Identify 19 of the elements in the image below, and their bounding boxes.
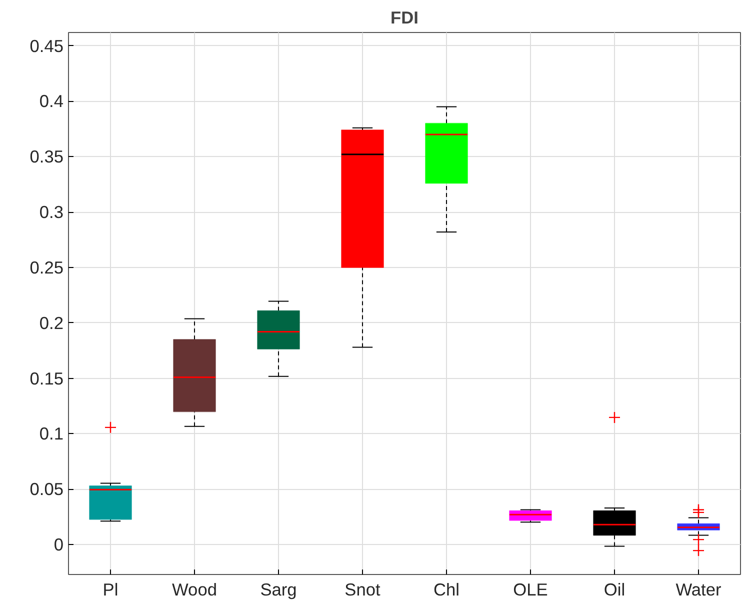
x-tick-label: Snot — [344, 580, 381, 600]
x-tick-label: Pl — [102, 580, 118, 600]
y-tick-label: 0.3 — [39, 202, 64, 222]
y-tick-label: 0.45 — [30, 36, 64, 56]
y-tick-label: 0.05 — [30, 479, 64, 500]
y-tick-label: 0.35 — [30, 146, 64, 167]
x-tick-label: Chl — [434, 580, 460, 600]
x-tick-label: OLE — [513, 580, 548, 600]
x-tick-label: Water — [676, 580, 722, 600]
y-tick-label: 0.1 — [39, 424, 64, 444]
y-tick-label: 0.4 — [39, 91, 64, 112]
x-tick-label: Wood — [172, 580, 217, 600]
y-tick-label: 0.25 — [30, 257, 64, 278]
x-tick-label: Sarg — [260, 580, 297, 600]
y-tick-label: 0 — [54, 534, 64, 555]
y-tick-label: 0.15 — [30, 368, 64, 388]
y-tick-label: 0.2 — [39, 312, 64, 333]
x-tick-label: Oil — [604, 580, 626, 600]
chart-title: FDI — [390, 8, 418, 28]
